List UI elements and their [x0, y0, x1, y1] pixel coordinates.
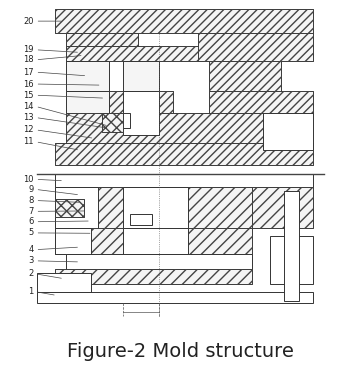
FancyBboxPatch shape — [55, 174, 313, 188]
Text: 19: 19 — [23, 45, 34, 54]
FancyBboxPatch shape — [66, 113, 306, 143]
Text: 1: 1 — [29, 287, 34, 296]
FancyBboxPatch shape — [284, 191, 299, 301]
Text: 20: 20 — [23, 16, 34, 26]
FancyBboxPatch shape — [130, 213, 152, 225]
FancyBboxPatch shape — [209, 91, 313, 113]
Text: 2: 2 — [29, 269, 34, 278]
FancyBboxPatch shape — [116, 113, 130, 128]
Text: 9: 9 — [29, 185, 34, 194]
FancyBboxPatch shape — [55, 228, 91, 255]
FancyBboxPatch shape — [123, 61, 159, 91]
Text: 15: 15 — [23, 91, 34, 100]
FancyBboxPatch shape — [66, 61, 109, 91]
FancyBboxPatch shape — [37, 273, 91, 292]
Text: 7: 7 — [28, 207, 34, 216]
FancyBboxPatch shape — [209, 61, 281, 91]
FancyBboxPatch shape — [66, 46, 263, 61]
FancyBboxPatch shape — [55, 9, 313, 33]
Text: 4: 4 — [29, 245, 34, 254]
FancyBboxPatch shape — [123, 228, 188, 255]
FancyBboxPatch shape — [123, 188, 188, 228]
Text: Figure-2 Mold structure: Figure-2 Mold structure — [67, 342, 294, 361]
FancyBboxPatch shape — [199, 33, 313, 61]
FancyBboxPatch shape — [87, 113, 274, 135]
Text: 3: 3 — [28, 256, 34, 265]
Text: 6: 6 — [28, 217, 34, 226]
Text: 10: 10 — [23, 175, 34, 184]
FancyBboxPatch shape — [55, 228, 252, 255]
FancyBboxPatch shape — [55, 188, 252, 228]
FancyBboxPatch shape — [123, 91, 159, 135]
FancyBboxPatch shape — [66, 255, 252, 269]
FancyBboxPatch shape — [55, 143, 313, 165]
Text: 11: 11 — [23, 137, 34, 146]
FancyBboxPatch shape — [270, 236, 313, 284]
FancyBboxPatch shape — [55, 199, 84, 217]
Text: 5: 5 — [29, 228, 34, 237]
FancyBboxPatch shape — [66, 33, 138, 61]
FancyBboxPatch shape — [55, 269, 252, 284]
FancyBboxPatch shape — [263, 113, 313, 150]
Text: 8: 8 — [28, 196, 34, 205]
Text: 13: 13 — [23, 113, 34, 122]
Text: 17: 17 — [23, 68, 34, 76]
Text: 18: 18 — [23, 56, 34, 64]
Text: 14: 14 — [23, 102, 34, 111]
FancyBboxPatch shape — [252, 188, 313, 228]
FancyBboxPatch shape — [109, 91, 173, 113]
FancyBboxPatch shape — [66, 91, 109, 113]
FancyBboxPatch shape — [55, 188, 98, 228]
FancyBboxPatch shape — [37, 292, 313, 303]
Text: 16: 16 — [23, 80, 34, 88]
FancyBboxPatch shape — [102, 113, 123, 132]
Text: 12: 12 — [23, 125, 34, 134]
